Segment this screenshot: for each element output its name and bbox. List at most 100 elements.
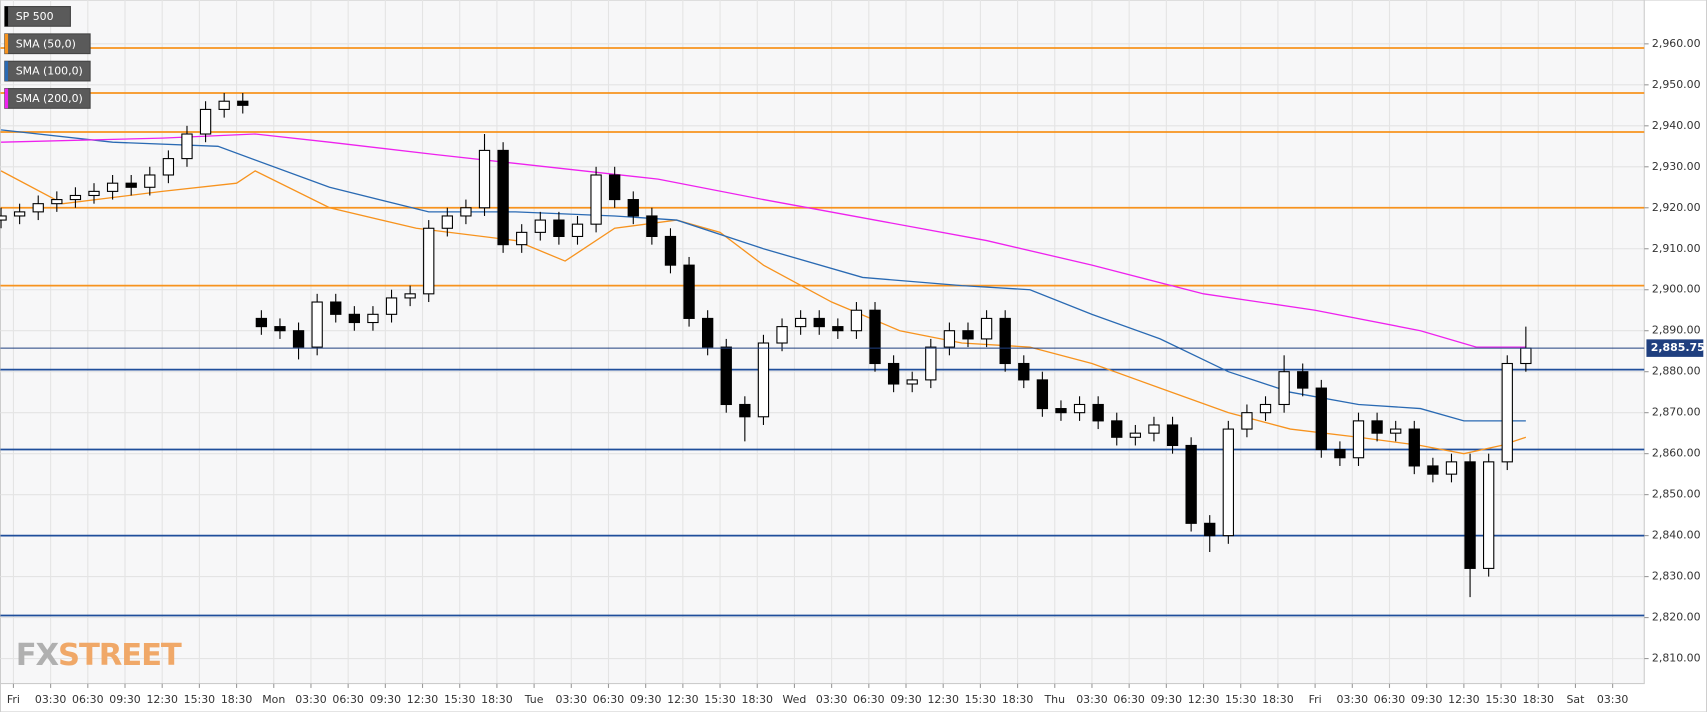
candle-body	[701, 317, 714, 348]
candle-body	[1334, 449, 1346, 459]
last-price-box	[1646, 339, 1704, 357]
x-tick-label: Tue	[524, 693, 544, 706]
y-tick-label: 2,900.00	[1652, 283, 1701, 296]
candle-body	[571, 223, 584, 238]
legend-swatch	[4, 88, 9, 109]
y-tick-label: 2,930.00	[1652, 160, 1701, 173]
candle-body	[739, 403, 751, 418]
candle-body	[683, 264, 695, 319]
candle-body	[1297, 371, 1309, 389]
candle-body	[664, 235, 677, 266]
x-tick-label: Thu	[1044, 693, 1066, 706]
candle-body	[1185, 444, 1197, 524]
watermark-part: STREET	[58, 638, 182, 673]
candle-body	[1371, 420, 1383, 434]
candle-body	[1501, 362, 1513, 463]
legend-label: SMA (100,0)	[16, 65, 83, 78]
candle-body	[181, 133, 193, 160]
candle-body	[534, 219, 546, 233]
y-tick-label: 2,840.00	[1652, 529, 1701, 542]
x-tick-label: 18:30	[1262, 693, 1294, 706]
candle-body	[1111, 420, 1123, 438]
candle-body	[869, 309, 881, 365]
candle-body	[627, 199, 639, 217]
x-tick-label: Fri	[1309, 693, 1322, 706]
x-tick-label: 12:30	[1448, 693, 1480, 706]
candle-body	[1073, 403, 1086, 414]
candle-body	[943, 330, 956, 348]
watermark: FXSTREET	[16, 638, 182, 673]
candle-body	[1352, 420, 1365, 459]
candle-body	[925, 346, 937, 381]
x-tick-label: 06:30	[593, 693, 625, 706]
candle-body	[1204, 522, 1216, 537]
candle-body	[1241, 412, 1253, 430]
candle-body	[887, 362, 900, 385]
candle-body	[199, 108, 212, 135]
y-tick-label: 2,810.00	[1652, 652, 1701, 665]
x-tick-label: 06:30	[853, 693, 885, 706]
sma-line	[1, 133, 1526, 348]
legend-label: SMA (50,0)	[16, 37, 76, 50]
x-tick-label: 03:30	[556, 693, 588, 706]
candle-body	[1055, 408, 1067, 414]
x-tick-label: Fri	[7, 693, 20, 706]
x-tick-label: 18:30	[1523, 693, 1555, 706]
x-tick-label: 15:30	[1485, 693, 1517, 706]
candle-body	[646, 215, 658, 238]
y-tick-label: 2,940.00	[1652, 119, 1701, 132]
x-tick-label: 12:30	[1188, 693, 1220, 706]
x-tick-label: 06:30	[332, 693, 364, 706]
x-tick-label: 03:30	[295, 693, 327, 706]
candle-body	[757, 342, 770, 418]
candle-body	[1036, 379, 1049, 410]
legend-swatch	[4, 6, 9, 27]
x-tick-label: 15:30	[704, 693, 736, 706]
candle-body	[999, 317, 1011, 365]
candle-body	[125, 182, 137, 188]
x-tick-label: 09:30	[1151, 693, 1183, 706]
x-tick-label: 03:30	[1337, 693, 1369, 706]
x-tick-label: 03:30	[35, 693, 67, 706]
candle-body	[1520, 347, 1532, 365]
candle-body	[1018, 362, 1030, 381]
last-price-label: 2,885.75	[1651, 341, 1705, 354]
candle-body	[32, 203, 44, 213]
x-tick-label: 15:30	[444, 693, 476, 706]
candle-body	[404, 293, 416, 299]
x-tick-label: 15:30	[184, 693, 216, 706]
candle-body	[460, 207, 472, 217]
candle-body	[813, 317, 825, 328]
candle-body	[162, 158, 175, 176]
legend-label: SP 500	[16, 10, 54, 23]
candle-body	[69, 194, 82, 201]
x-tick-label: 06:30	[1113, 693, 1145, 706]
candle-body	[1427, 465, 1439, 475]
x-tick-label: 03:30	[1597, 693, 1629, 706]
candle-body	[478, 149, 491, 209]
candle-body	[51, 199, 63, 205]
y-tick-label: 2,910.00	[1652, 242, 1701, 255]
x-tick-label: 06:30	[72, 693, 104, 706]
candle-body	[441, 215, 453, 229]
x-tick-label: 18:30	[1002, 693, 1034, 706]
candle-body	[1166, 424, 1179, 447]
candle-body	[423, 227, 435, 295]
x-tick-label: Mon	[262, 693, 285, 706]
y-tick-label: 2,950.00	[1652, 78, 1701, 91]
candle-body	[13, 211, 26, 217]
plot-area	[0, 0, 1645, 685]
sma-line	[0, 129, 1526, 422]
watermark-part: FX	[16, 638, 59, 673]
candle-body	[776, 326, 788, 344]
x-tick-label: 12:30	[927, 693, 959, 706]
y-tick-label: 2,960.00	[1652, 37, 1701, 50]
candle-body	[553, 219, 565, 238]
sma-line	[0, 170, 1527, 455]
x-tick-label: 18:30	[481, 693, 513, 706]
candle-body	[88, 190, 100, 197]
candle-body	[0, 215, 7, 221]
candle-body	[850, 309, 863, 332]
